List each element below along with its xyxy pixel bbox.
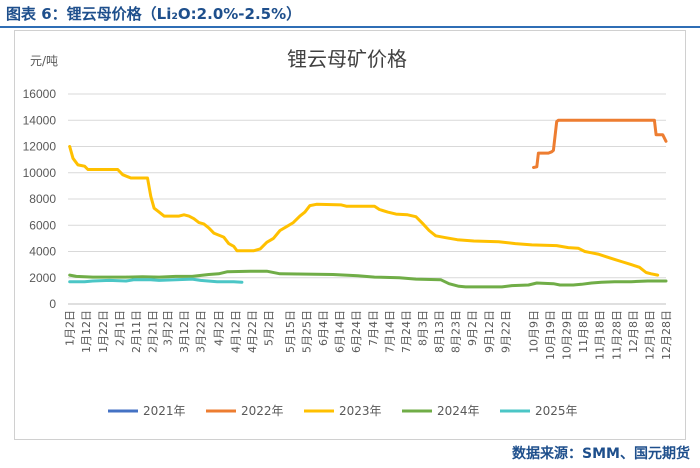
chart-title: 锂云母矿价格 [287,47,407,71]
x-tick-label: 9月22日 [499,310,512,353]
y-tick-label: 16000 [23,87,57,101]
x-tick-label: 2月1日 [113,310,126,346]
x-tick-label: 12月8日 [627,310,640,353]
y-tick-label: 4000 [29,245,56,259]
series-line-2022年 [532,118,668,169]
x-tick-label: 9月12日 [483,310,496,353]
x-tick-label: 4月2日 [213,310,226,346]
x-tick-label: 3月12日 [178,310,191,353]
y-axis-label: 元/吨 [30,54,58,68]
x-tick-label: 3月22日 [195,310,208,353]
x-tick-label: 11月8日 [577,310,590,353]
x-tick-label: 1月2日 [64,310,77,346]
legend-label: 2023年 [339,404,382,418]
x-tick-label: 3月2日 [161,310,174,346]
x-tick-label: 10月29日 [561,310,574,360]
source-note: 数据来源：SMM、国元期货 [512,446,690,462]
x-tick-label: 12月18日 [643,310,656,360]
figure-title: 图表 6：锂云母价格（Li₂O:2.0%-2.5%） [6,5,302,23]
x-tick-label: 10月19日 [544,310,557,360]
x-tick-label: 1月12日 [80,310,93,353]
x-tick-label: 10月9日 [527,310,540,353]
x-tick-label: 8月13日 [433,310,446,353]
legend-label: 2022年 [241,404,284,418]
y-tick-label: 8000 [29,192,56,206]
x-tick-label: 4月22日 [246,310,259,353]
series-line-2023年 [68,145,660,277]
x-tick-label: 4月12日 [229,310,242,353]
x-tick-label: 8月23日 [450,310,463,353]
y-tick-label: 6000 [29,218,56,232]
y-tick-label: 12000 [23,140,57,154]
legend-label: 2021年 [143,404,186,418]
x-tick-label: 2月21日 [146,310,159,353]
x-tick-label: 6月24日 [350,310,363,353]
x-tick-label: 1月22日 [97,310,110,353]
x-tick-label: 5月2日 [262,310,275,346]
y-tick-label: 0 [49,297,56,311]
legend-label: 2024年 [437,404,480,418]
y-tick-label: 10000 [23,166,57,180]
y-tick-label: 2000 [29,271,56,285]
title-rule [0,26,700,28]
x-tick-label: 7月14日 [383,310,396,353]
x-tick-label: 12月28日 [660,310,673,360]
x-tick-label: 2月11日 [130,310,143,353]
x-tick-label: 5月15日 [284,310,297,353]
x-tick-label: 8月3日 [416,310,429,346]
x-tick-label: 9月2日 [466,310,479,346]
x-tick-label: 11月28日 [610,310,623,360]
series-line-2025年 [68,277,244,284]
x-tick-label: 6月14日 [334,310,347,353]
x-tick-label: 5月25日 [301,310,314,353]
legend-label: 2025年 [535,404,578,418]
x-tick-label: 11月18日 [594,310,607,360]
chart-frame [14,30,686,440]
series-line-2024年 [68,269,668,289]
x-tick-label: 7月24日 [400,310,413,353]
x-tick-label: 6月4日 [317,310,330,346]
y-tick-label: 14000 [23,113,57,127]
x-tick-label: 7月4日 [367,310,380,346]
